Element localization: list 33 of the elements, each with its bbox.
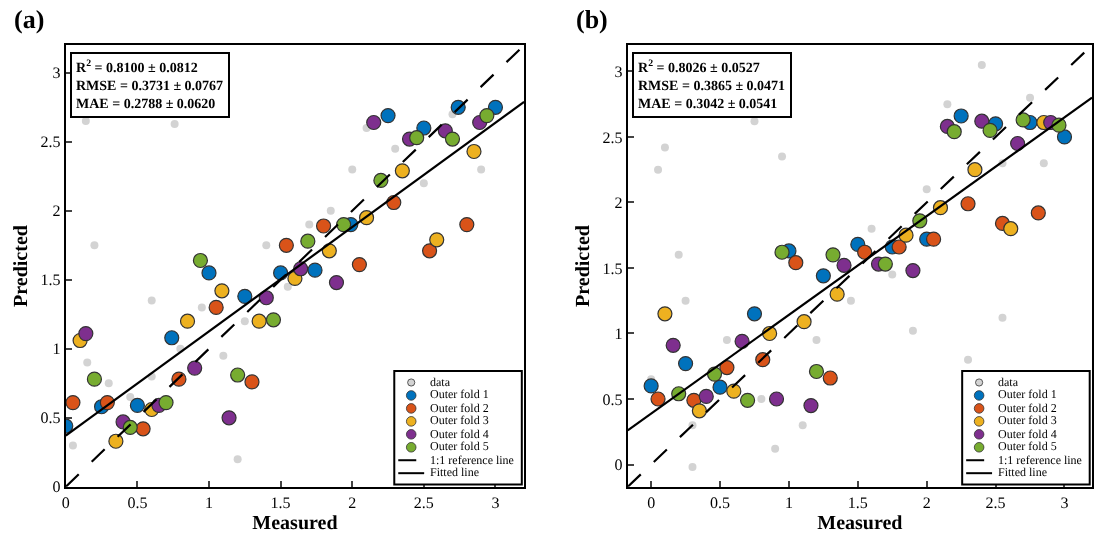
y-tick-label: 3 (52, 64, 61, 83)
y-tick-label: 1 (52, 340, 61, 359)
y-tick-label: 0.5 (602, 390, 623, 409)
x-tick-label: 2.5 (413, 493, 434, 512)
y-tick-label: 2 (52, 202, 61, 221)
x-tick-label: 0.5 (710, 493, 731, 512)
y-axis-title: Predicted (572, 224, 595, 307)
x-tick-label: 2 (348, 493, 357, 512)
x-tick-label: 1.5 (847, 493, 868, 512)
x-tick-label: 1 (204, 493, 213, 512)
chart-title: (a) (14, 4, 45, 34)
x-tick-label: 0.5 (127, 493, 148, 512)
x-tick-label: 2.5 (985, 493, 1006, 512)
y-tick-label: 2.5 (602, 128, 623, 147)
chart-title: (b) (576, 4, 608, 34)
y-tick-label: 2 (614, 194, 623, 213)
x-tick-label: 3 (491, 493, 500, 512)
y-tick-label: 1.5 (40, 271, 61, 290)
y-tick-label: 0 (614, 456, 623, 475)
y-tick-label: 1 (614, 325, 623, 344)
x-tick-label: 1 (784, 493, 793, 512)
y-tick-label: 2.5 (40, 133, 61, 152)
x-axis-title: Measured (252, 512, 339, 535)
x-axis-title: Measured (817, 512, 904, 535)
x-tick-label: 3 (1060, 493, 1069, 512)
y-tick-label: 0 (52, 478, 61, 497)
y-tick-label: 1.5 (602, 259, 623, 278)
x-tick-label: 2 (922, 493, 931, 512)
x-tick-label: 1.5 (270, 493, 291, 512)
y-tick-label: 0.5 (40, 409, 61, 428)
y-tick-label: 3 (614, 63, 623, 82)
x-tick-label: 0 (647, 493, 656, 512)
y-axis-title: Predicted (10, 224, 33, 307)
